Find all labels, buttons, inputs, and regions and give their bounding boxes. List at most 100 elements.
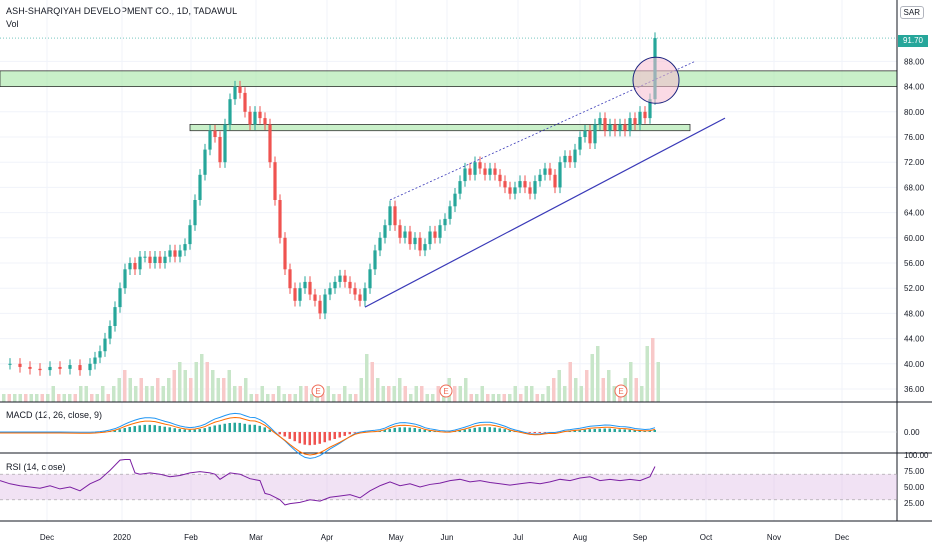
volume-bar [612, 386, 616, 402]
volume-bar [332, 394, 336, 402]
volume-bar [640, 386, 644, 402]
price-tick-label: 80.00 [904, 108, 925, 117]
macd-histogram-bar [458, 430, 461, 432]
volume-bar [161, 386, 165, 402]
candle-body [313, 294, 317, 301]
candle-body [413, 237, 417, 245]
volume-bar [480, 386, 484, 402]
candle-body [453, 193, 457, 207]
macd-histogram-bar [178, 428, 181, 432]
rsi-tick-label: 50.00 [904, 483, 925, 492]
candle-body [523, 181, 527, 188]
candle-body [183, 244, 187, 251]
candle-body [348, 281, 352, 289]
volume-bar [172, 370, 176, 402]
volume-bar [282, 394, 286, 402]
currency-badge[interactable]: SAR [899, 6, 924, 19]
volume-bar [2, 394, 6, 402]
date-tick-label: May [388, 533, 403, 542]
volume-bar [277, 386, 281, 402]
macd-histogram-bar [573, 430, 576, 432]
price-tick-label: 76.00 [904, 133, 925, 142]
last-price-label: 91.70 [898, 35, 928, 47]
volume-bar [24, 394, 28, 402]
candle-body [353, 288, 357, 295]
candle-body [613, 124, 617, 131]
candle-body [378, 237, 382, 251]
candle-body [368, 269, 372, 289]
candle-body [168, 250, 172, 257]
price-tick-label: 64.00 [904, 209, 925, 218]
macd-signal-line [0, 416, 656, 456]
macd-histogram-bar [403, 427, 406, 432]
volume-bar [183, 370, 187, 402]
candle-body [593, 124, 597, 144]
candle-body [418, 237, 422, 251]
volume-bar [497, 394, 501, 402]
volume-bar [200, 354, 204, 402]
candle-body [208, 130, 212, 150]
candle-body [513, 187, 517, 194]
candle-body [273, 162, 277, 200]
price-tick-label: 60.00 [904, 234, 925, 243]
macd-histogram-bar [173, 428, 176, 432]
candle-body [88, 363, 92, 371]
volume-bar [194, 362, 198, 402]
macd-histogram-bar [158, 425, 161, 432]
candle-body [443, 218, 447, 226]
breakout-circle [632, 56, 680, 104]
volume-bar [249, 394, 253, 402]
volume-bar [513, 386, 517, 402]
volume-bar [106, 394, 110, 402]
volume-bar [590, 354, 594, 402]
volume-bar [574, 378, 578, 402]
candle-body [633, 118, 637, 125]
price-tick-label: 56.00 [904, 259, 925, 268]
candle-body [463, 168, 467, 182]
volume-bar [321, 394, 325, 402]
macd-histogram-bar [578, 430, 581, 432]
volume-bar [486, 394, 490, 402]
candle-body [308, 281, 312, 295]
macd-histogram-bar [618, 429, 621, 432]
macd-histogram-bar [243, 423, 246, 432]
macd-histogram-bar [268, 429, 271, 432]
date-tick-label: Dec [40, 533, 54, 542]
rsi-label: RSI (14, close) [6, 462, 66, 472]
candle-body [608, 124, 612, 131]
macd-histogram-bar [118, 429, 121, 432]
macd-histogram-bar [128, 426, 131, 432]
volume-label: Vol [6, 19, 19, 29]
volume-bar [18, 394, 22, 402]
macd-histogram-bar [288, 432, 291, 439]
date-tick-label: Jun [441, 533, 454, 542]
volume-bar [95, 394, 99, 402]
macd-histogram-bar [188, 429, 191, 432]
macd-histogram-bar [353, 432, 356, 433]
price-tick-label: 44.00 [904, 335, 925, 344]
price-tick-label: 88.00 [904, 57, 925, 66]
candle-body [318, 300, 322, 314]
volume-bar [579, 386, 583, 402]
candle-body [148, 256, 152, 263]
volume-bar [90, 394, 94, 402]
candle-body [248, 111, 252, 125]
candle-body [423, 244, 427, 251]
macd-histogram-bar [248, 424, 251, 432]
candle-body [243, 92, 247, 112]
macd-histogram-bar [503, 429, 506, 432]
volume-bar [189, 378, 193, 402]
macd-histogram-bar [528, 432, 531, 433]
price-tick-label: 36.00 [904, 385, 925, 394]
candle-body [408, 231, 412, 245]
rsi-tick-label: 75.00 [904, 467, 925, 476]
volume-bar [629, 362, 633, 402]
volume-bar [255, 394, 259, 402]
candle-body [38, 368, 42, 371]
candle-body [298, 288, 302, 301]
candle-body [358, 294, 362, 301]
candle-body [133, 263, 137, 270]
date-tick-label: Oct [700, 533, 713, 542]
volume-bar [35, 394, 39, 402]
